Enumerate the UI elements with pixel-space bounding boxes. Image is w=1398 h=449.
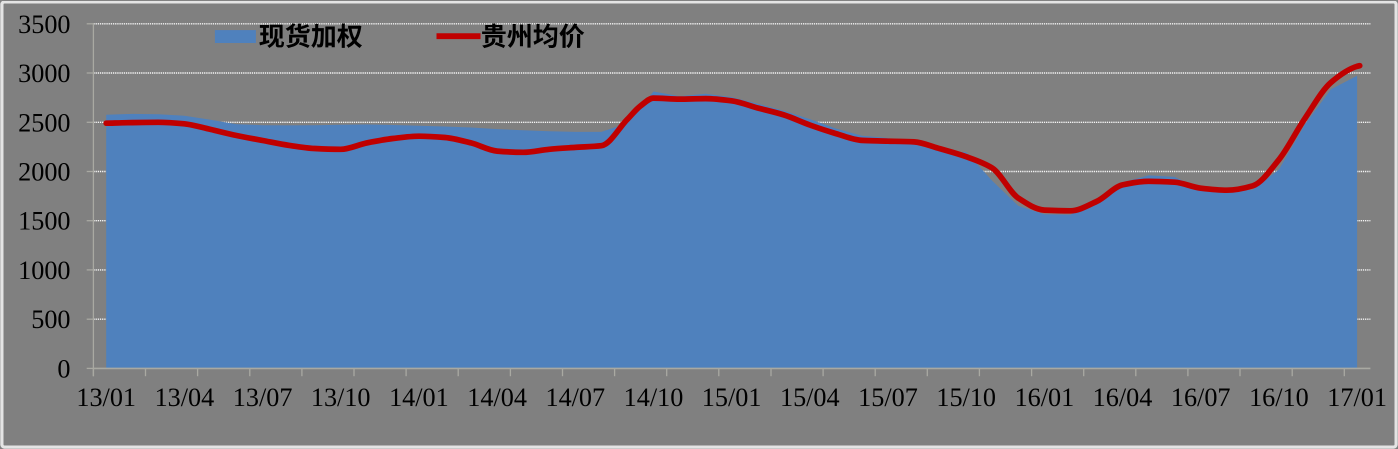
svg-text:2000: 2000 [18,158,70,187]
svg-text:2500: 2500 [18,108,70,137]
svg-text:500: 500 [31,305,70,334]
svg-text:14/01: 14/01 [389,383,449,412]
svg-text:3000: 3000 [18,59,70,88]
svg-text:13/10: 13/10 [311,383,371,412]
svg-text:1500: 1500 [18,207,70,236]
svg-text:14/04: 14/04 [467,383,527,412]
svg-text:16/01: 16/01 [1015,383,1075,412]
svg-text:15/01: 15/01 [702,383,762,412]
svg-text:14/07: 14/07 [545,383,605,412]
svg-text:13/01: 13/01 [76,383,136,412]
svg-text:1000: 1000 [18,256,70,285]
svg-text:16/07: 16/07 [1171,383,1231,412]
svg-text:15/10: 15/10 [936,383,996,412]
svg-text:14/10: 14/10 [624,383,684,412]
svg-text:3500: 3500 [18,10,70,39]
svg-text:15/04: 15/04 [780,383,840,412]
svg-text:17/01: 17/01 [1327,383,1387,412]
svg-text:13/04: 13/04 [155,383,215,412]
svg-text:13/07: 13/07 [233,383,293,412]
svg-text:16/04: 16/04 [1093,383,1153,412]
svg-text:16/10: 16/10 [1249,383,1309,412]
svg-text:0: 0 [57,354,70,383]
svg-text:15/07: 15/07 [858,383,918,412]
